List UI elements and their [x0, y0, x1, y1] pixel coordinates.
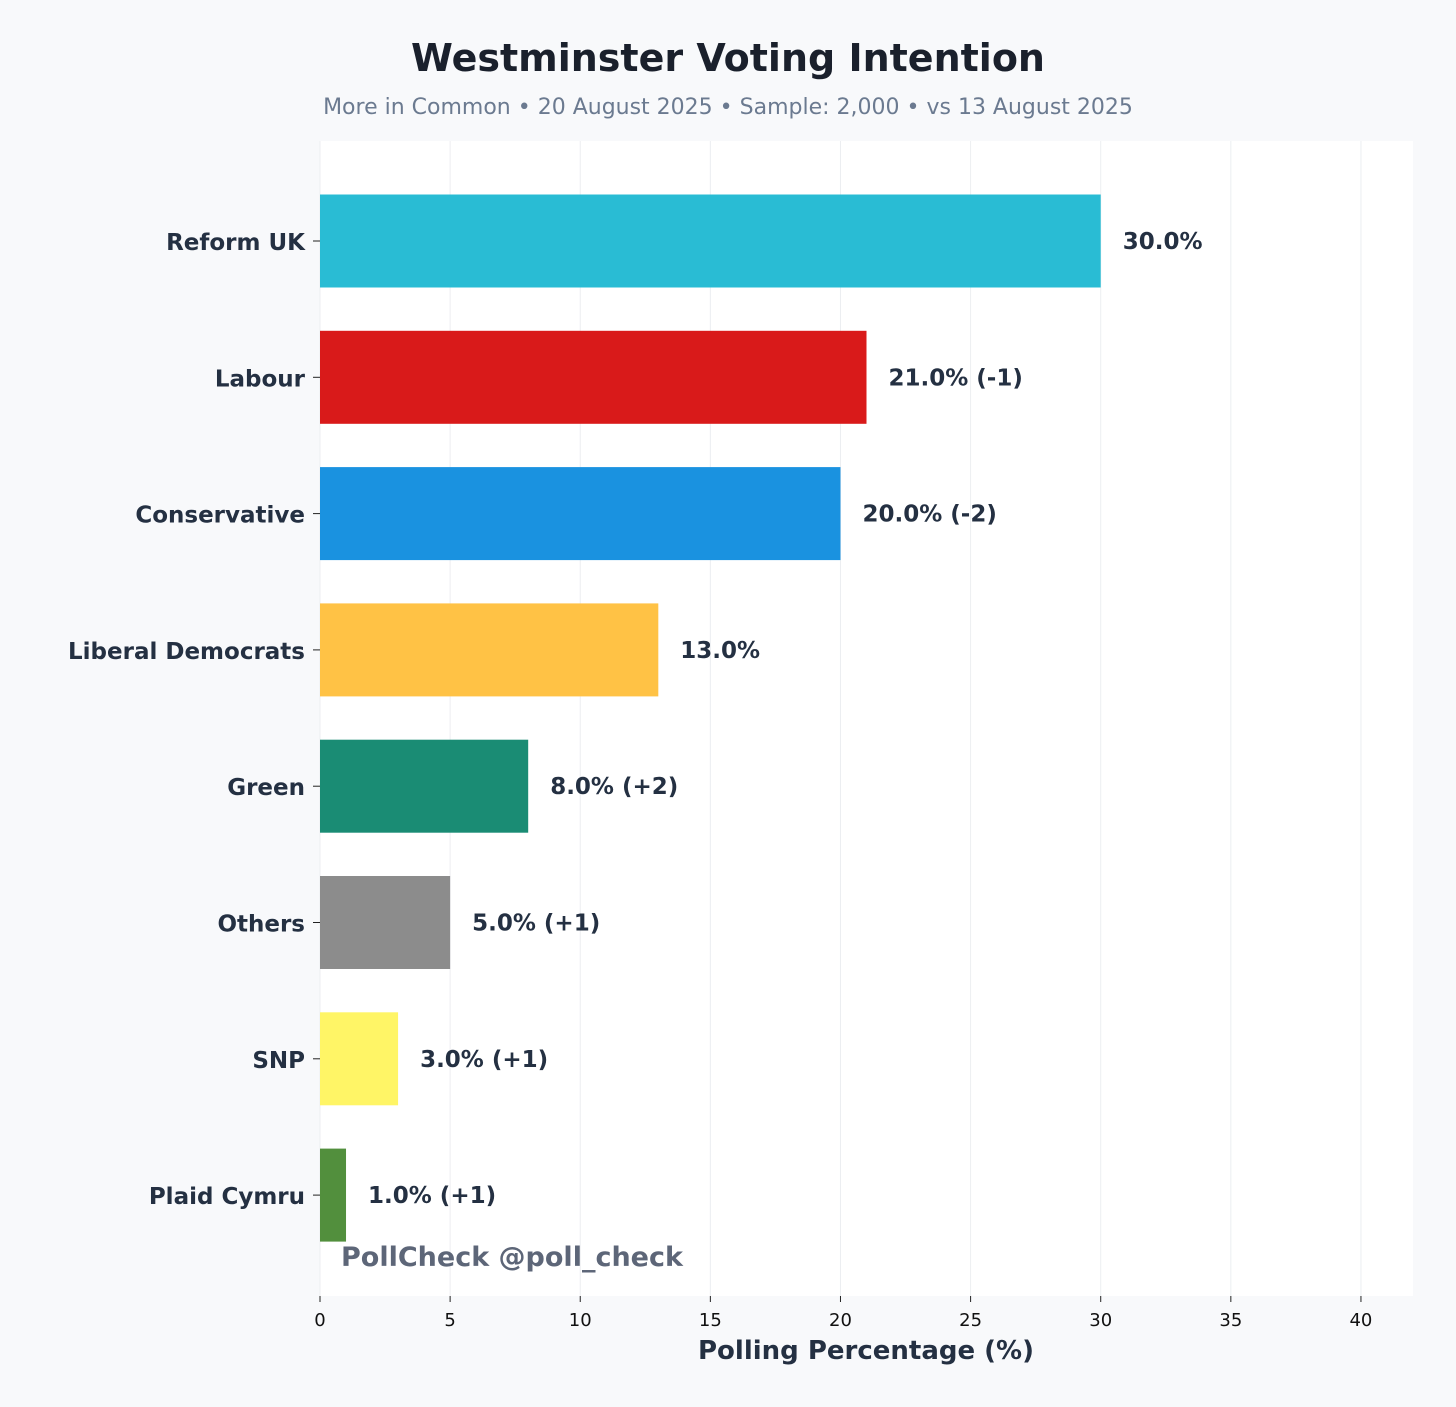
- category-label: SNP: [252, 1048, 305, 1074]
- x-tick-label: 30: [1089, 1310, 1112, 1331]
- bar: [320, 1148, 347, 1242]
- watermark: PollCheck @poll_check: [341, 1242, 684, 1273]
- x-tick-label: 5: [444, 1310, 455, 1331]
- data-labels: 30.0% 21.0% (-1) 20.0% (-2) 13.0% 8.0% (+2) 5…: [368, 229, 1202, 1209]
- bar: [320, 739, 529, 833]
- x-tick-label: 25: [959, 1310, 982, 1331]
- bar: [320, 876, 451, 969]
- bar: [320, 330, 867, 424]
- category-label: Plaid Cymru: [149, 1184, 305, 1210]
- category-label: Liberal Democrats: [68, 639, 305, 665]
- category-label: Labour: [215, 366, 306, 392]
- category-label: Others: [217, 912, 305, 938]
- category-label: Reform UK: [166, 230, 306, 256]
- data-label: 5.0% (+1): [472, 911, 600, 937]
- bar: [320, 194, 1101, 288]
- plot-area: [320, 141, 1413, 1296]
- bar: [320, 467, 841, 561]
- chart-subtitle: More in Common • 20 August 2025 • Sample…: [323, 95, 1133, 120]
- x-tick-label: 15: [699, 1310, 722, 1331]
- x-axis-label: Polling Percentage (%): [698, 1336, 1034, 1366]
- data-label: 13.0%: [680, 638, 760, 664]
- x-tick-label: 35: [1219, 1310, 1242, 1331]
- x-tick-label: 20: [829, 1310, 852, 1331]
- data-label: 21.0% (-1): [889, 365, 1023, 391]
- bar: [320, 1012, 399, 1106]
- x-tick-label: 40: [1349, 1310, 1372, 1331]
- bar: [320, 603, 659, 697]
- x-tick-label: 0: [314, 1310, 325, 1331]
- category-label: Conservative: [135, 503, 305, 529]
- data-label: 8.0% (+2): [550, 774, 678, 800]
- data-label: 30.0%: [1123, 229, 1203, 255]
- x-axis-ticks: 0 5 10 15 20 25 30 35 40: [314, 1296, 1372, 1331]
- data-label: 1.0% (+1): [368, 1183, 496, 1209]
- data-label: 3.0% (+1): [420, 1047, 548, 1073]
- data-label: 20.0% (-2): [862, 502, 996, 528]
- chart-title: Westminster Voting Intention: [411, 36, 1045, 80]
- category-label: Green: [227, 775, 305, 801]
- category-labels: Reform UK Labour Conservative Liberal Democ…: [68, 230, 320, 1210]
- bars: [320, 194, 1101, 1242]
- x-tick-label: 10: [569, 1310, 592, 1331]
